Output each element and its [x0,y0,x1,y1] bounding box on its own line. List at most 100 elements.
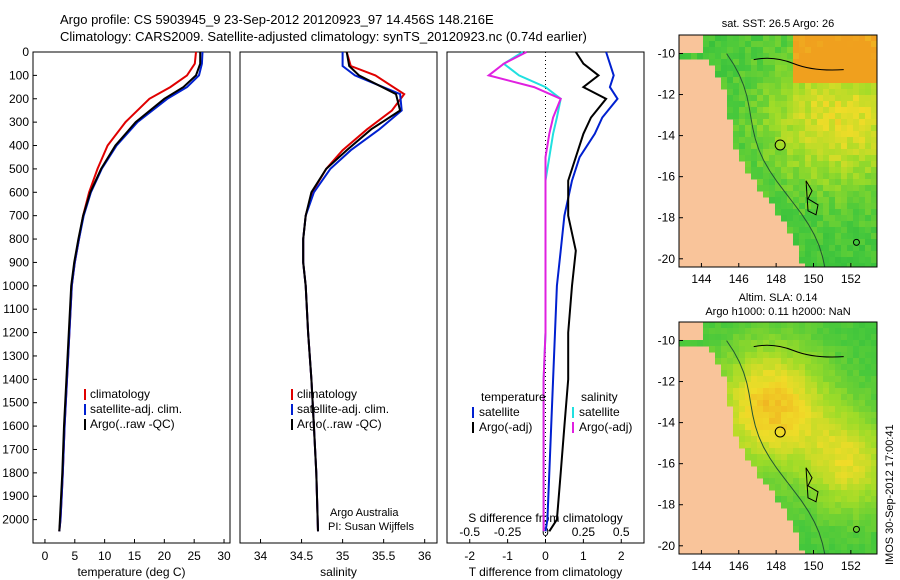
map-cell [793,508,800,515]
map-cell [871,143,877,150]
map-cell [817,233,824,240]
map-cell [763,460,770,467]
map-cell [775,472,782,479]
map-cell [745,340,752,347]
map-cell [739,334,746,341]
map-cell [829,322,836,329]
map-cell [727,77,734,84]
map-cell [733,71,740,78]
map-cell [823,119,830,126]
map-cell [769,424,776,431]
map-cell [835,424,842,431]
map-cell [847,101,854,108]
map-cell [775,418,782,425]
map-cell [763,47,770,54]
map-cell [787,328,794,335]
map-cell [751,71,758,78]
map-cell [781,167,788,174]
map-cell [811,424,818,431]
map-cell [829,514,836,521]
map-cell [847,179,854,186]
map-cell [793,370,800,377]
map-cell [781,418,788,425]
map-cell [787,197,794,204]
map-cell [805,119,812,126]
map-cell [739,119,746,126]
map-cell [745,400,752,407]
map-cell [775,430,782,437]
map-cell [787,101,794,108]
map-cell [805,197,812,204]
map-cell [823,376,830,383]
map-cell [781,65,788,72]
map-cell [847,526,854,533]
map-cell [793,412,800,419]
map-cell [865,113,872,120]
map-cell [853,448,860,455]
map-cell [763,436,770,443]
map-cell [763,424,770,431]
map-cell [763,95,770,102]
map-cell [817,203,824,210]
map-cell [715,334,722,341]
map-cell [823,161,830,168]
map-cell [787,340,794,347]
map-cell [847,460,854,467]
map-cell [835,35,842,42]
map-cell [781,125,788,132]
map-cell [775,436,782,443]
map-cell [817,131,824,138]
map-x-tick-label: 146 [729,559,749,573]
map-cell [847,454,854,461]
map-cell [871,424,877,431]
map-cell [865,191,872,198]
map-cell [757,370,764,377]
map-cell [727,358,734,365]
map-cell [739,340,746,347]
map-cell [847,484,854,491]
map-cell [865,53,872,60]
map-cell [793,526,800,533]
map-cell [847,191,854,198]
map-cell [829,448,836,455]
map-cell [811,71,818,78]
map-cell [871,101,877,108]
map-cell [865,436,872,443]
map-cell [739,436,746,443]
map-cell [757,53,764,60]
map-cell [805,209,812,216]
map-cell [751,388,758,395]
map-cell [835,334,842,341]
map-cell [787,322,794,329]
map-cell [799,143,806,150]
map-cell [853,257,860,264]
map-cell [865,334,872,341]
map-cell [811,496,818,503]
map-cell [781,322,788,329]
map-cell [871,514,877,521]
map-cell [805,490,812,497]
map-cell [703,340,710,347]
map-cell [781,149,788,156]
map-cell [859,185,866,192]
map-cell [709,47,716,54]
map-cell [787,173,794,180]
map-cell [799,334,806,341]
map-cell [739,430,746,437]
map-cell [745,131,752,138]
map-cell [853,59,860,66]
map-cell [811,472,818,479]
map-cell [751,448,758,455]
map-cell [751,77,758,84]
map-cell [763,167,770,174]
map-cell [853,227,860,234]
map-cell [793,173,800,180]
map-cell [847,185,854,192]
map-cell [769,388,776,395]
secondary-marker [852,525,860,533]
map-cell [775,101,782,108]
map-cell [823,251,830,258]
map-cell [727,89,734,96]
map-cell [865,388,872,395]
map-cell [829,502,836,509]
